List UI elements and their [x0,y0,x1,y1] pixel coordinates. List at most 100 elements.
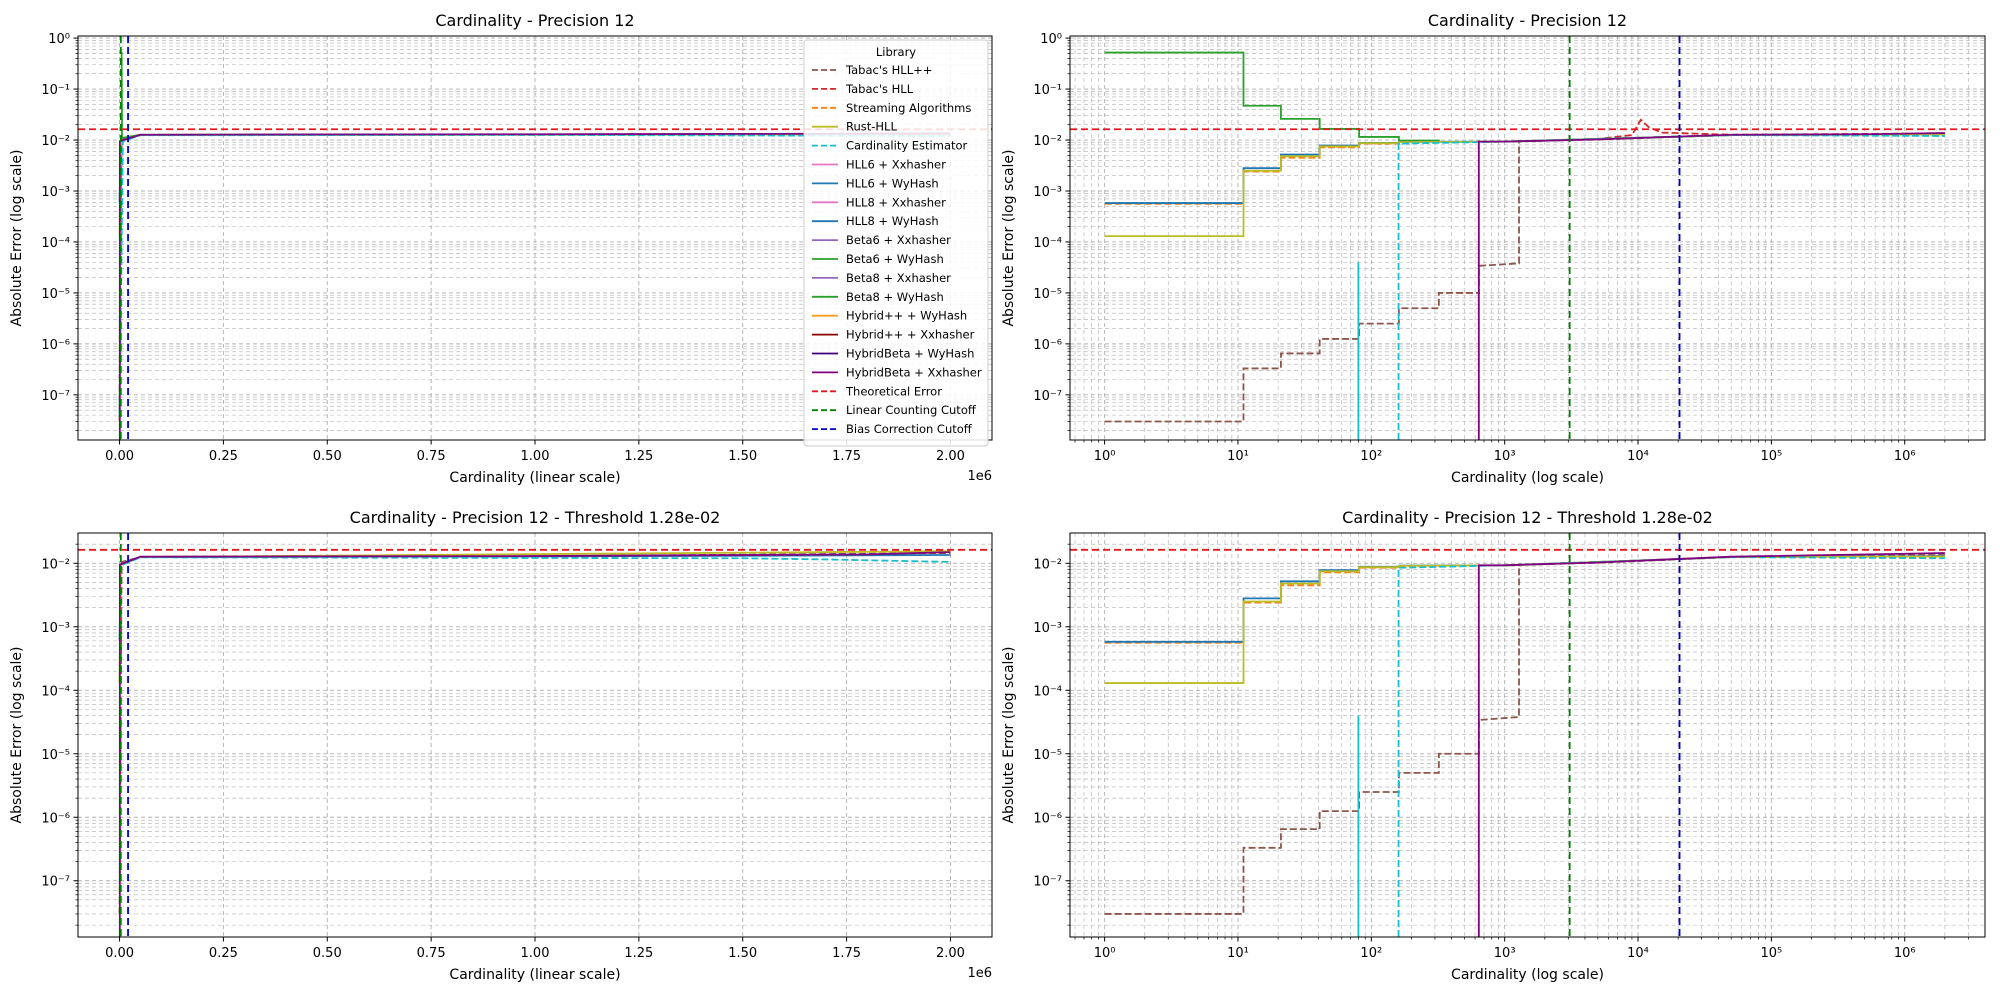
x-tick-label: 10⁰ [1094,946,1116,961]
grid [1070,36,1985,440]
x-tick-label: 10³ [1494,946,1516,961]
x-tick-label: 0.00 [105,449,134,464]
y-tick-label: 10⁻⁶ [41,338,70,353]
y-axis-label: Absolute Error (log scale) [1001,646,1017,823]
legend-label: HLL6 + Xxhasher [846,158,946,172]
legend-label: Beta8 + WyHash [846,290,944,304]
series-line-7 [1397,134,1945,440]
y-tick-label: 10⁻⁷ [41,389,70,404]
subplot-4: 10⁻⁷ 10⁻⁶ 10⁻⁵ 10⁻⁴ 10⁻³ 10⁻² 10⁰ 10¹ 10² 10³ 10⁴ 1… [1001,508,1986,983]
y-tick-label: 10⁻³ [1033,621,1062,636]
series-line-3 [1104,133,1945,205]
x-tick-label: 1.50 [728,449,757,464]
axes-frame [1069,532,1986,938]
series-line-9 [1477,132,1945,440]
x-tick-label: 1.75 [832,946,861,961]
x-offset-label: 1e6 [967,966,992,981]
y-tick-label: 10⁻⁵ [1033,287,1062,302]
x-tick-label: 10⁴ [1627,449,1649,464]
x-axis-label: Cardinality (log scale) [1451,470,1604,486]
x-offset-label: 1e6 [967,469,992,484]
x-tick-label: 0.75 [417,449,446,464]
legend-label: Beta6 + WyHash [846,252,944,266]
subplot-title: Cardinality - Precision 12 [435,11,634,30]
legend-label: Tabac's HLL [845,82,914,96]
subplot-title: Cardinality - Precision 12 - Threshold 1… [1342,508,1713,527]
legend-label: Theoretical Error [845,384,942,398]
legend-label: Beta8 + Xxhasher [846,271,951,285]
series-line-5 [1104,133,1945,204]
y-tick-label: 10⁻⁷ [1033,875,1062,890]
x-axis-label: Cardinality (linear scale) [449,470,620,486]
y-tick-label: 10⁰ [1040,32,1062,47]
subplot-title: Cardinality - Precision 12 - Threshold 1… [350,508,721,527]
y-axis-label: Absolute Error (log scale) [1001,149,1017,326]
x-axis-label: Cardinality (log scale) [1451,967,1604,983]
series-line-7 [1477,552,1945,937]
x-tick-label: 10¹ [1227,946,1249,961]
y-tick-label: 10⁻³ [41,185,70,200]
x-tick-label: 1.75 [832,449,861,464]
series-line-4 [1104,555,1945,684]
series-line-5 [118,551,951,937]
x-tick-label: 1.00 [521,946,550,961]
series-line-5 [1397,556,1945,937]
y-tick-label: 10⁻² [1033,557,1062,572]
axes-frame [1069,35,1986,441]
y-tick-label: 10⁻³ [41,621,70,636]
x-tick-label: 0.25 [209,946,238,961]
grid [1070,533,1985,937]
y-tick-label: 10⁻⁵ [41,287,70,302]
series-line-1 [118,552,951,914]
subplot-1: 10⁻⁷ 10⁻⁶ 10⁻⁵ 10⁻⁴ 10⁻³ 10⁻² 10⁻¹ 10⁰ 0.00 0.25 0… [9,11,993,486]
series-line-6 [1104,133,1945,238]
series-group [1070,36,1985,440]
grid [78,36,992,440]
series-line-6 [118,132,951,440]
legend-label: Bias Correction Cutoff [846,422,973,436]
legend-title: Library [876,45,916,59]
y-axis-label: Absolute Error (log scale) [9,646,25,823]
x-tick-label: 1.25 [624,449,653,464]
legend-label: Tabac's HLL++ [845,63,932,77]
legend-label: Beta6 + Xxhasher [846,233,951,247]
y-axis-label: Absolute Error (log scale) [9,149,25,326]
y-tick-label: 10⁻² [41,134,70,149]
series-group [78,533,992,937]
x-tick-label: 2.00 [936,449,965,464]
y-tick-label: 10⁻² [41,557,70,572]
series-line-1 [1104,554,1945,915]
y-tick-label: 10⁻¹ [41,83,70,98]
x-tick-label: 0.00 [105,946,134,961]
y-tick-label: 10⁻¹ [1033,83,1062,98]
y-tick-label: 10⁻² [1033,134,1062,149]
x-tick-label: 10⁵ [1760,946,1782,961]
subplot-3: 10⁻⁷ 10⁻⁶ 10⁻⁵ 10⁻⁴ 10⁻³ 10⁻² 0.00 0.25 0.50 0.75… [9,508,993,983]
y-tick-label: 10⁻⁶ [1033,811,1062,826]
series-group [1070,533,1985,937]
legend: Library Tabac's HLL++ Tabac's HLL Streaming… [803,39,989,447]
legend-label: HLL8 + Xxhasher [846,195,946,209]
y-tick-label: 10⁰ [48,32,70,47]
y-tick-label: 10⁻³ [1033,185,1062,200]
x-tick-label: 0.50 [313,449,342,464]
legend-label: HLL6 + WyHash [846,176,939,190]
y-tick-label: 10⁻⁵ [1033,748,1062,763]
legend-label: HybridBeta + Xxhasher [846,365,982,379]
x-tick-label: 10² [1360,449,1382,464]
x-tick-label: 1.25 [624,946,653,961]
x-tick-label: 10⁵ [1760,449,1782,464]
grid [78,533,992,937]
legend-label: Hybrid++ + WyHash [846,309,967,323]
y-tick-label: 10⁻⁶ [1033,338,1062,353]
y-tick-label: 10⁻⁴ [1033,236,1062,251]
y-tick-label: 10⁻⁷ [41,875,70,890]
y-tick-label: 10⁻⁵ [41,748,70,763]
legend-box [803,39,989,447]
legend-label: Rust-HLL [846,120,897,134]
series-line-1 [1104,132,1945,423]
x-tick-label: 1.00 [521,449,550,464]
legend-label: Hybrid++ + Xxhasher [846,328,975,342]
legend-label: Linear Counting Cutoff [846,403,977,417]
